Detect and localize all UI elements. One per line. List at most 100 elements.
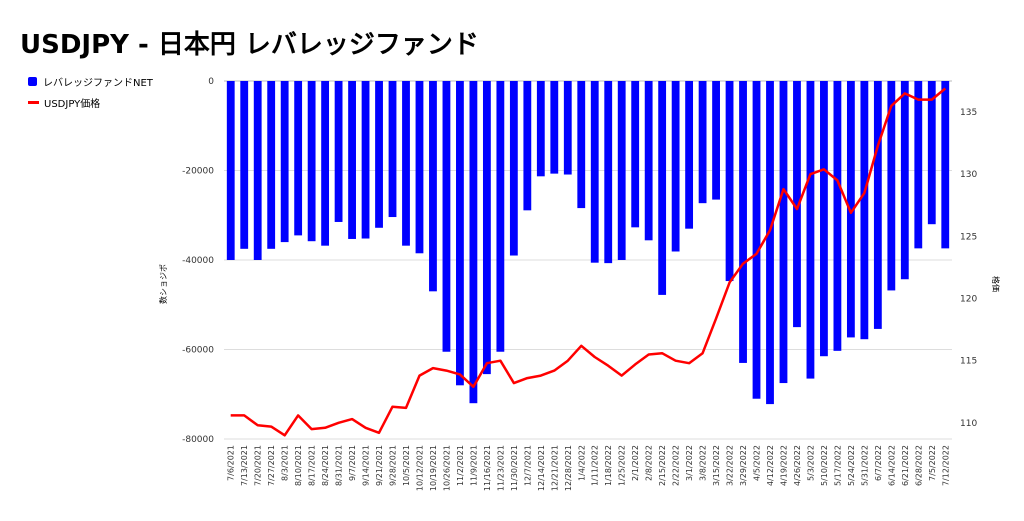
legend-label-price: USDJPY価格: [44, 98, 101, 110]
bar: [846, 81, 855, 338]
bar: [577, 81, 586, 209]
bar: [685, 81, 694, 229]
x-tick-label: 6/7/2022: [874, 445, 883, 481]
gridlines: [224, 80, 952, 440]
right-tick-label: 120: [960, 295, 977, 305]
bar: [267, 81, 276, 249]
left-axis-ticks: 0 -20000 -40000 -60000 -80000: [182, 77, 214, 445]
bar: [307, 81, 316, 242]
x-tick-label: 3/15/2022: [712, 445, 721, 486]
bar: [334, 81, 343, 222]
legend-item-net[interactable]: レバレッジファンドNET: [28, 74, 153, 89]
bar: [496, 81, 505, 352]
x-tick-label: 5/24/2022: [847, 445, 856, 486]
x-tick-label: 8/3/2021: [281, 445, 290, 481]
bar: [739, 81, 747, 363]
right-tick-label: 135: [960, 108, 977, 118]
right-axis-ticks: 110 115 120 125 130 135: [960, 108, 977, 429]
x-tick-label: 4/12/2022: [766, 445, 775, 486]
x-tick-label: 8/10/2021: [294, 445, 303, 486]
x-axis-ticks: 7/6/2021 7/13/2021 7/20/2021 7/27/2021 8/3/2…: [227, 445, 951, 491]
x-tick-label: 1/25/2022: [618, 445, 627, 486]
bar: [604, 81, 613, 264]
bar: [294, 81, 303, 236]
bar: [793, 81, 801, 328]
bar: [321, 81, 330, 246]
bar: [833, 81, 842, 351]
x-tick-label: 1/4/2022: [577, 445, 586, 481]
x-tick-label: 10/12/2021: [416, 445, 425, 491]
bar: [469, 81, 478, 404]
x-tick-label: 7/27/2021: [267, 445, 276, 486]
bar: [348, 81, 356, 239]
bar: [240, 81, 249, 249]
x-tick-label: 8/31/2021: [335, 445, 344, 486]
x-tick-label: 7/6/2021: [227, 445, 236, 481]
bar: [563, 81, 572, 175]
bar: [509, 81, 518, 256]
x-tick-label: 11/9/2021: [469, 445, 478, 486]
bar: [887, 81, 896, 291]
bar: [361, 81, 370, 239]
x-tick-label: 12/7/2021: [523, 445, 532, 486]
bar: [766, 81, 774, 405]
x-tick-label: 11/2/2021: [456, 445, 465, 486]
legend: レバレッジファンドNET USDJPY価格: [28, 74, 153, 116]
x-tick-label: 8/24/2021: [321, 445, 330, 486]
bar: [779, 81, 788, 384]
x-tick-label: 2/22/2022: [672, 445, 681, 486]
bar: [482, 81, 491, 375]
x-tick-label: 8/17/2021: [308, 445, 317, 486]
bar: [752, 81, 761, 399]
x-tick-label: 11/23/2021: [496, 445, 505, 491]
bar: [914, 81, 923, 249]
x-tick-label: 7/20/2021: [254, 445, 263, 486]
x-tick-label: 12/14/2021: [537, 445, 546, 491]
y-axis-label-right: 格価: [991, 276, 1001, 292]
x-tick-label: 1/11/2022: [591, 445, 600, 486]
x-tick-label: 9/14/2021: [362, 445, 371, 486]
bar: [375, 81, 383, 228]
bar: [388, 81, 397, 218]
x-tick-label: 1/18/2022: [604, 445, 613, 486]
left-tick-label: -20000: [182, 167, 214, 177]
bar: [402, 81, 410, 246]
bar: [698, 81, 707, 204]
left-tick-label: -60000: [182, 346, 214, 356]
x-tick-label: 3/29/2022: [739, 445, 748, 486]
right-tick-label: 110: [960, 419, 977, 429]
x-tick-label: 3/1/2022: [685, 445, 694, 481]
bar: [617, 81, 626, 260]
bar: [415, 81, 424, 254]
price-line: [230, 87, 947, 437]
x-tick-label: 5/3/2022: [806, 445, 815, 481]
x-tick-label: 3/8/2022: [699, 445, 708, 481]
x-tick-label: 7/13/2021: [240, 445, 249, 486]
bar: [253, 81, 262, 260]
legend-item-price[interactable]: USDJPY価格: [28, 95, 153, 110]
x-tick-label: 5/17/2022: [833, 445, 842, 486]
legend-swatch-line: [28, 100, 39, 104]
x-tick-label: 6/28/2022: [914, 445, 923, 486]
left-tick-label: -80000: [182, 435, 214, 445]
bar: [280, 81, 289, 243]
right-tick-label: 115: [960, 357, 977, 367]
x-tick-label: 9/21/2021: [375, 445, 384, 486]
x-tick-label: 6/14/2022: [887, 445, 896, 486]
x-tick-label: 9/28/2021: [389, 445, 398, 486]
left-tick-label: -40000: [182, 256, 214, 266]
x-tick-label: 12/21/2021: [550, 445, 559, 491]
legend-label-net: レバレッジファンドNET: [43, 77, 153, 89]
bar: [873, 81, 882, 329]
bar: [550, 81, 559, 174]
x-tick-label: 7/12/2022: [941, 445, 950, 486]
legend-swatch-bar: [28, 76, 37, 86]
right-tick-label: 125: [960, 232, 977, 242]
bar: [536, 81, 545, 177]
bar: [806, 81, 815, 379]
x-tick-label: 2/1/2022: [631, 445, 640, 481]
bar: [644, 81, 653, 241]
bar: [590, 81, 599, 263]
bar: [456, 81, 464, 386]
